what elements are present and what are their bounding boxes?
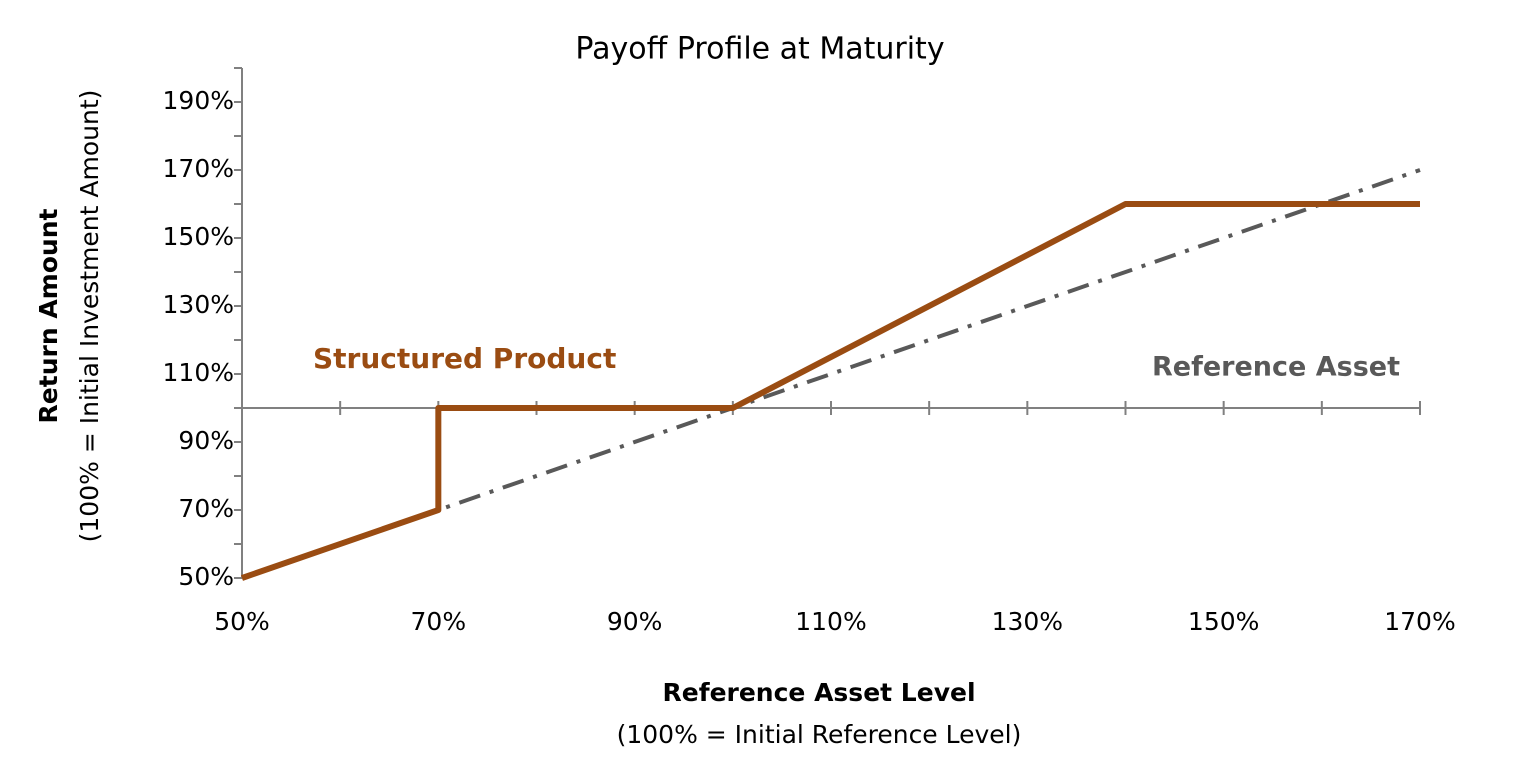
x-tick-label: 110% <box>795 607 866 636</box>
y-axis-title: Return Amount <box>34 208 63 423</box>
y-tick-label: 90% <box>178 426 234 455</box>
x-tick-label: 50% <box>214 607 270 636</box>
y-axis-subtitle: (100% = Initial Investment Amount) <box>75 90 104 543</box>
y-tick-label: 110% <box>163 358 234 387</box>
x-axis-subtitle: (100% = Initial Reference Level) <box>617 720 1022 749</box>
y-tick-label: 50% <box>178 562 234 591</box>
x-tick-label: 70% <box>411 607 467 636</box>
y-tick-label: 190% <box>163 86 234 115</box>
y-tick-label: 170% <box>163 154 234 183</box>
x-axis-title: Reference Asset Level <box>662 678 975 707</box>
y-tick-label: 130% <box>163 290 234 319</box>
x-tick-label: 90% <box>607 607 663 636</box>
chart-title: Payoff Profile at Maturity <box>575 32 944 67</box>
x-tick-label: 130% <box>992 607 1063 636</box>
x-tick-label: 150% <box>1188 607 1259 636</box>
series-label: Reference Asset <box>1152 352 1400 383</box>
x-tick-label: 170% <box>1384 607 1455 636</box>
series-line <box>241 201 1420 581</box>
series-label: Structured Product <box>313 342 616 375</box>
y-tick-label: 70% <box>178 494 234 523</box>
y-tick-label: 150% <box>163 222 234 251</box>
